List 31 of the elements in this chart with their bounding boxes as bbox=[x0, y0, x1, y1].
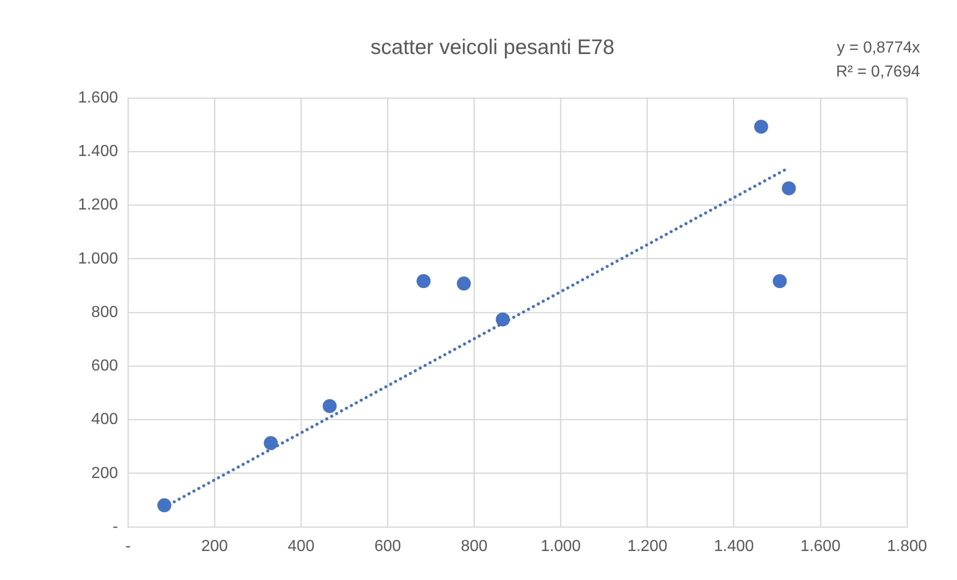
chart-title: scatter veicoli pesanti E78 bbox=[370, 36, 614, 59]
point bbox=[772, 274, 787, 288]
x-tick-label: 1.600 bbox=[800, 538, 841, 556]
y-tick-label: 200 bbox=[91, 464, 118, 482]
y-tick-label: 1.200 bbox=[78, 196, 118, 214]
y-tick-label: 600 bbox=[91, 358, 118, 375]
point bbox=[782, 181, 796, 196]
point bbox=[416, 274, 431, 288]
x-tick-label: - bbox=[125, 538, 131, 556]
x-tick-label: 200 bbox=[201, 538, 228, 556]
x-tick-label: 1.400 bbox=[714, 538, 754, 556]
y-tick-label: 1.000 bbox=[78, 250, 118, 268]
x-tick-label: 1.000 bbox=[540, 538, 581, 556]
y-tick-label: 1.400 bbox=[78, 143, 118, 160]
x-tick-label: 400 bbox=[288, 538, 315, 556]
point bbox=[456, 276, 471, 291]
x-tick-label: 1.800 bbox=[886, 538, 928, 556]
point bbox=[754, 120, 768, 134]
x-tick-label: 1.200 bbox=[627, 538, 668, 556]
y-tick-label: 400 bbox=[91, 411, 118, 428]
text: y = 0,8774x bbox=[836, 39, 920, 56]
x-tick-label: 600 bbox=[374, 538, 402, 556]
y-tick-label: - bbox=[112, 518, 118, 536]
text: R² = 0,7694 bbox=[836, 63, 920, 80]
point bbox=[157, 498, 172, 512]
point bbox=[322, 399, 337, 414]
point bbox=[496, 312, 510, 326]
y-tick-label: 1.600 bbox=[78, 89, 118, 106]
point bbox=[264, 436, 278, 450]
y-tick-label: 800 bbox=[91, 304, 118, 321]
x-tick-label: 800 bbox=[460, 538, 488, 556]
